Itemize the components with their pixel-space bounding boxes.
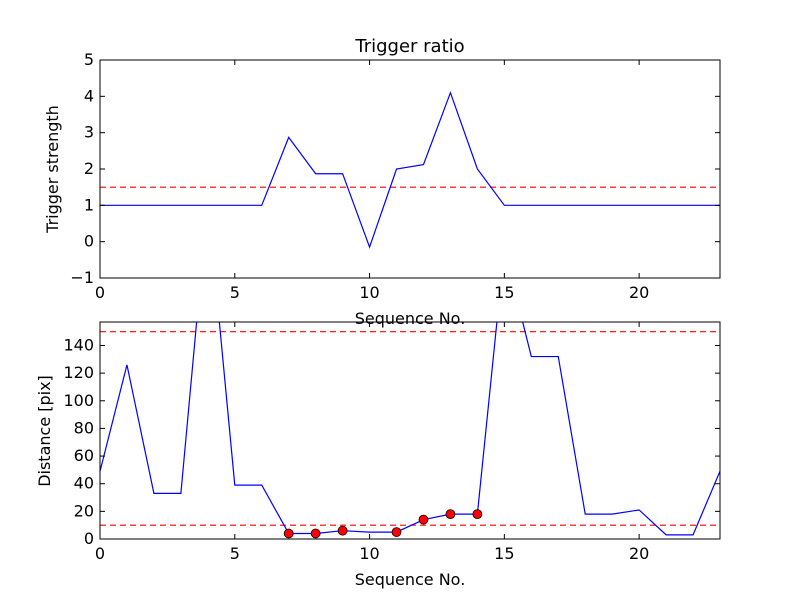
y-tick-label: 4 [84, 86, 94, 105]
trigger-ratio-plot: Trigger ratio Sequence No. Trigger stren… [43, 36, 721, 328]
x-tick-label: 0 [95, 544, 105, 563]
plot-area [100, 90, 720, 249]
x-tick-label: 10 [359, 283, 379, 302]
x-tick-label: 15 [494, 544, 514, 563]
y-tick-label: 100 [63, 391, 94, 410]
y-axis-label: Trigger strength [43, 105, 62, 234]
distance-plot: Sequence No. Distance [pix] 0 5 10 15 20 0 20 4… [35, 321, 721, 589]
x-tick-label: 20 [629, 544, 649, 563]
x-axis-label: Sequence No. [355, 570, 466, 589]
y-tick-label: 80 [74, 418, 94, 437]
y-tick-label: 40 [74, 474, 94, 493]
y-axis-label: Distance [pix] [35, 375, 54, 487]
x-tick-label: 10 [359, 544, 379, 563]
x-tick-label: 15 [494, 283, 514, 302]
data-marker [283, 528, 294, 539]
data-marker [472, 509, 483, 520]
data-marker [391, 527, 402, 537]
y-tick-label: 5 [84, 50, 94, 69]
data-marker [445, 509, 456, 520]
y-tick-label: 140 [63, 335, 94, 354]
y-tick-label: −1 [70, 268, 94, 287]
y-tick-label: 120 [63, 363, 94, 382]
data-marker [418, 514, 429, 525]
x-tick-label: 0 [95, 283, 105, 302]
chart-title: Trigger ratio [354, 36, 464, 57]
series-line [100, 322, 720, 536]
axes-frame [99, 321, 721, 540]
y-tick-label: 3 [84, 123, 94, 142]
y-tick-label: 0 [84, 529, 94, 548]
y-tick-label: 2 [84, 159, 94, 178]
y-tick-label: 1 [84, 195, 94, 214]
x-tick-label: 5 [230, 544, 240, 563]
x-tick-label: 5 [230, 283, 240, 302]
plot-area [100, 322, 720, 539]
y-tick-label: 0 [84, 232, 94, 251]
data-marker [337, 525, 348, 536]
y-tick-label: 60 [74, 446, 94, 465]
data-marker [310, 528, 321, 539]
x-tick-label: 20 [629, 283, 649, 302]
series-line [100, 90, 720, 249]
y-tick-label: 20 [74, 501, 94, 520]
x-axis-label: Sequence No. [355, 309, 466, 328]
